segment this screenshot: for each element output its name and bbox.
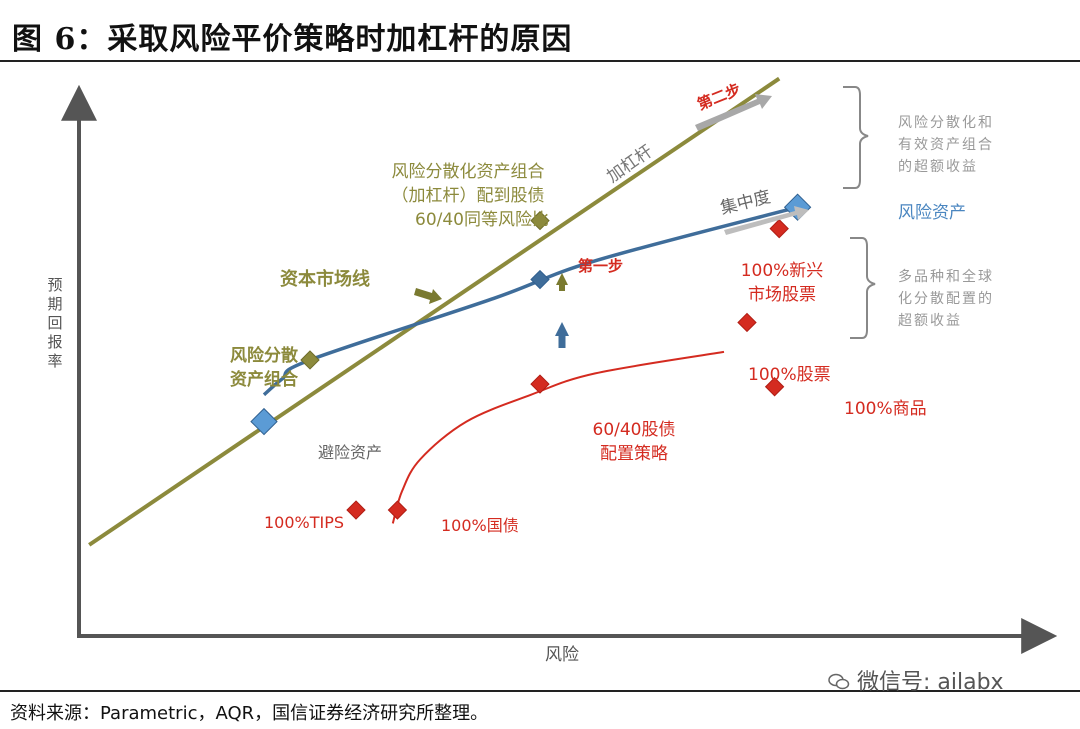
data-points xyxy=(250,193,812,520)
upper-brace-text-1: 风险分散化和 xyxy=(898,115,994,131)
y-axis-label-char: 率 xyxy=(47,352,62,370)
point-2 xyxy=(300,350,320,370)
y-axis-label-char: 回 xyxy=(47,314,62,332)
commodities-label: 100%商品 xyxy=(844,399,927,419)
lower-brace-text-1: 多品种和全球 xyxy=(898,268,994,285)
figure-title: 图 6：采取风险平价策略时加杠杆的原因 xyxy=(12,22,573,57)
leveraged-portfolio-label-2: （加杠杆）配到股债 xyxy=(392,186,545,206)
balanced-label-2: 配置策略 xyxy=(600,444,668,464)
x-axis-label: 风险 xyxy=(545,645,579,665)
upper-brace-text-2: 有效资产组合 xyxy=(898,137,994,153)
upper-brace-text-3: 的超额收益 xyxy=(898,159,978,175)
lower-brace-text-3: 超额收益 xyxy=(898,313,962,329)
cml-label: 资本市场线 xyxy=(280,268,370,290)
point-9 xyxy=(764,377,785,397)
point-10 xyxy=(769,218,789,239)
point-8 xyxy=(737,312,757,333)
em-stocks-label-1: 100%新兴 xyxy=(741,261,824,281)
step-two-arrow xyxy=(695,94,772,131)
tips-label: 100%TIPS xyxy=(264,513,344,532)
watermark-text: 微信号: ailabx xyxy=(857,670,1004,695)
footer-divider xyxy=(0,690,1080,692)
title-divider xyxy=(0,60,1080,62)
leveraged-portfolio-label-3: 60/40同等风险比 xyxy=(415,210,549,230)
cml-pointer-arrow xyxy=(414,288,442,304)
y-axis-label-char: 预 xyxy=(47,276,62,294)
point-7 xyxy=(530,374,550,394)
step-one-label: 第一步 xyxy=(578,257,623,275)
y-axis-label-char: 期 xyxy=(47,295,62,313)
balanced-portfolio-curve xyxy=(391,350,725,524)
lower-brace xyxy=(850,237,876,339)
step-one-arrow xyxy=(555,273,569,348)
point-4 xyxy=(530,269,550,290)
point-6 xyxy=(387,500,408,520)
safe-asset-label: 避险资产 xyxy=(318,443,382,462)
wechat-icon xyxy=(828,673,850,690)
risk-asset-label: 风险资产 xyxy=(898,203,966,223)
capital-market-line xyxy=(88,76,781,547)
em-stocks-label-2: 市场股票 xyxy=(748,285,816,305)
point-0 xyxy=(250,407,278,436)
point-5 xyxy=(346,500,366,520)
bonds-label: 100%国债 xyxy=(441,516,519,535)
y-axis-label-char: 报 xyxy=(47,333,62,351)
lower-brace-text-2: 化分散配置的 xyxy=(898,291,994,307)
concentration-arrow xyxy=(724,206,809,235)
diversified-portfolio-label-1: 风险分散 xyxy=(230,345,299,366)
source-note: 资料来源：Parametric，AQR，国信证券经济研究所整理。 xyxy=(10,703,489,724)
wechat-watermark: 微信号: ailabx xyxy=(828,664,1004,696)
upper-brace xyxy=(843,86,869,189)
leveraged-portfolio-label-1: 风险分散化资产组合 xyxy=(392,162,545,182)
risk-asset-curve xyxy=(262,205,799,397)
stocks-label: 100%股票 xyxy=(748,365,831,385)
diversified-portfolio-label-2: 资产组合 xyxy=(230,369,299,390)
point-3 xyxy=(530,210,550,231)
balanced-label-1: 60/40股债 xyxy=(593,420,676,440)
